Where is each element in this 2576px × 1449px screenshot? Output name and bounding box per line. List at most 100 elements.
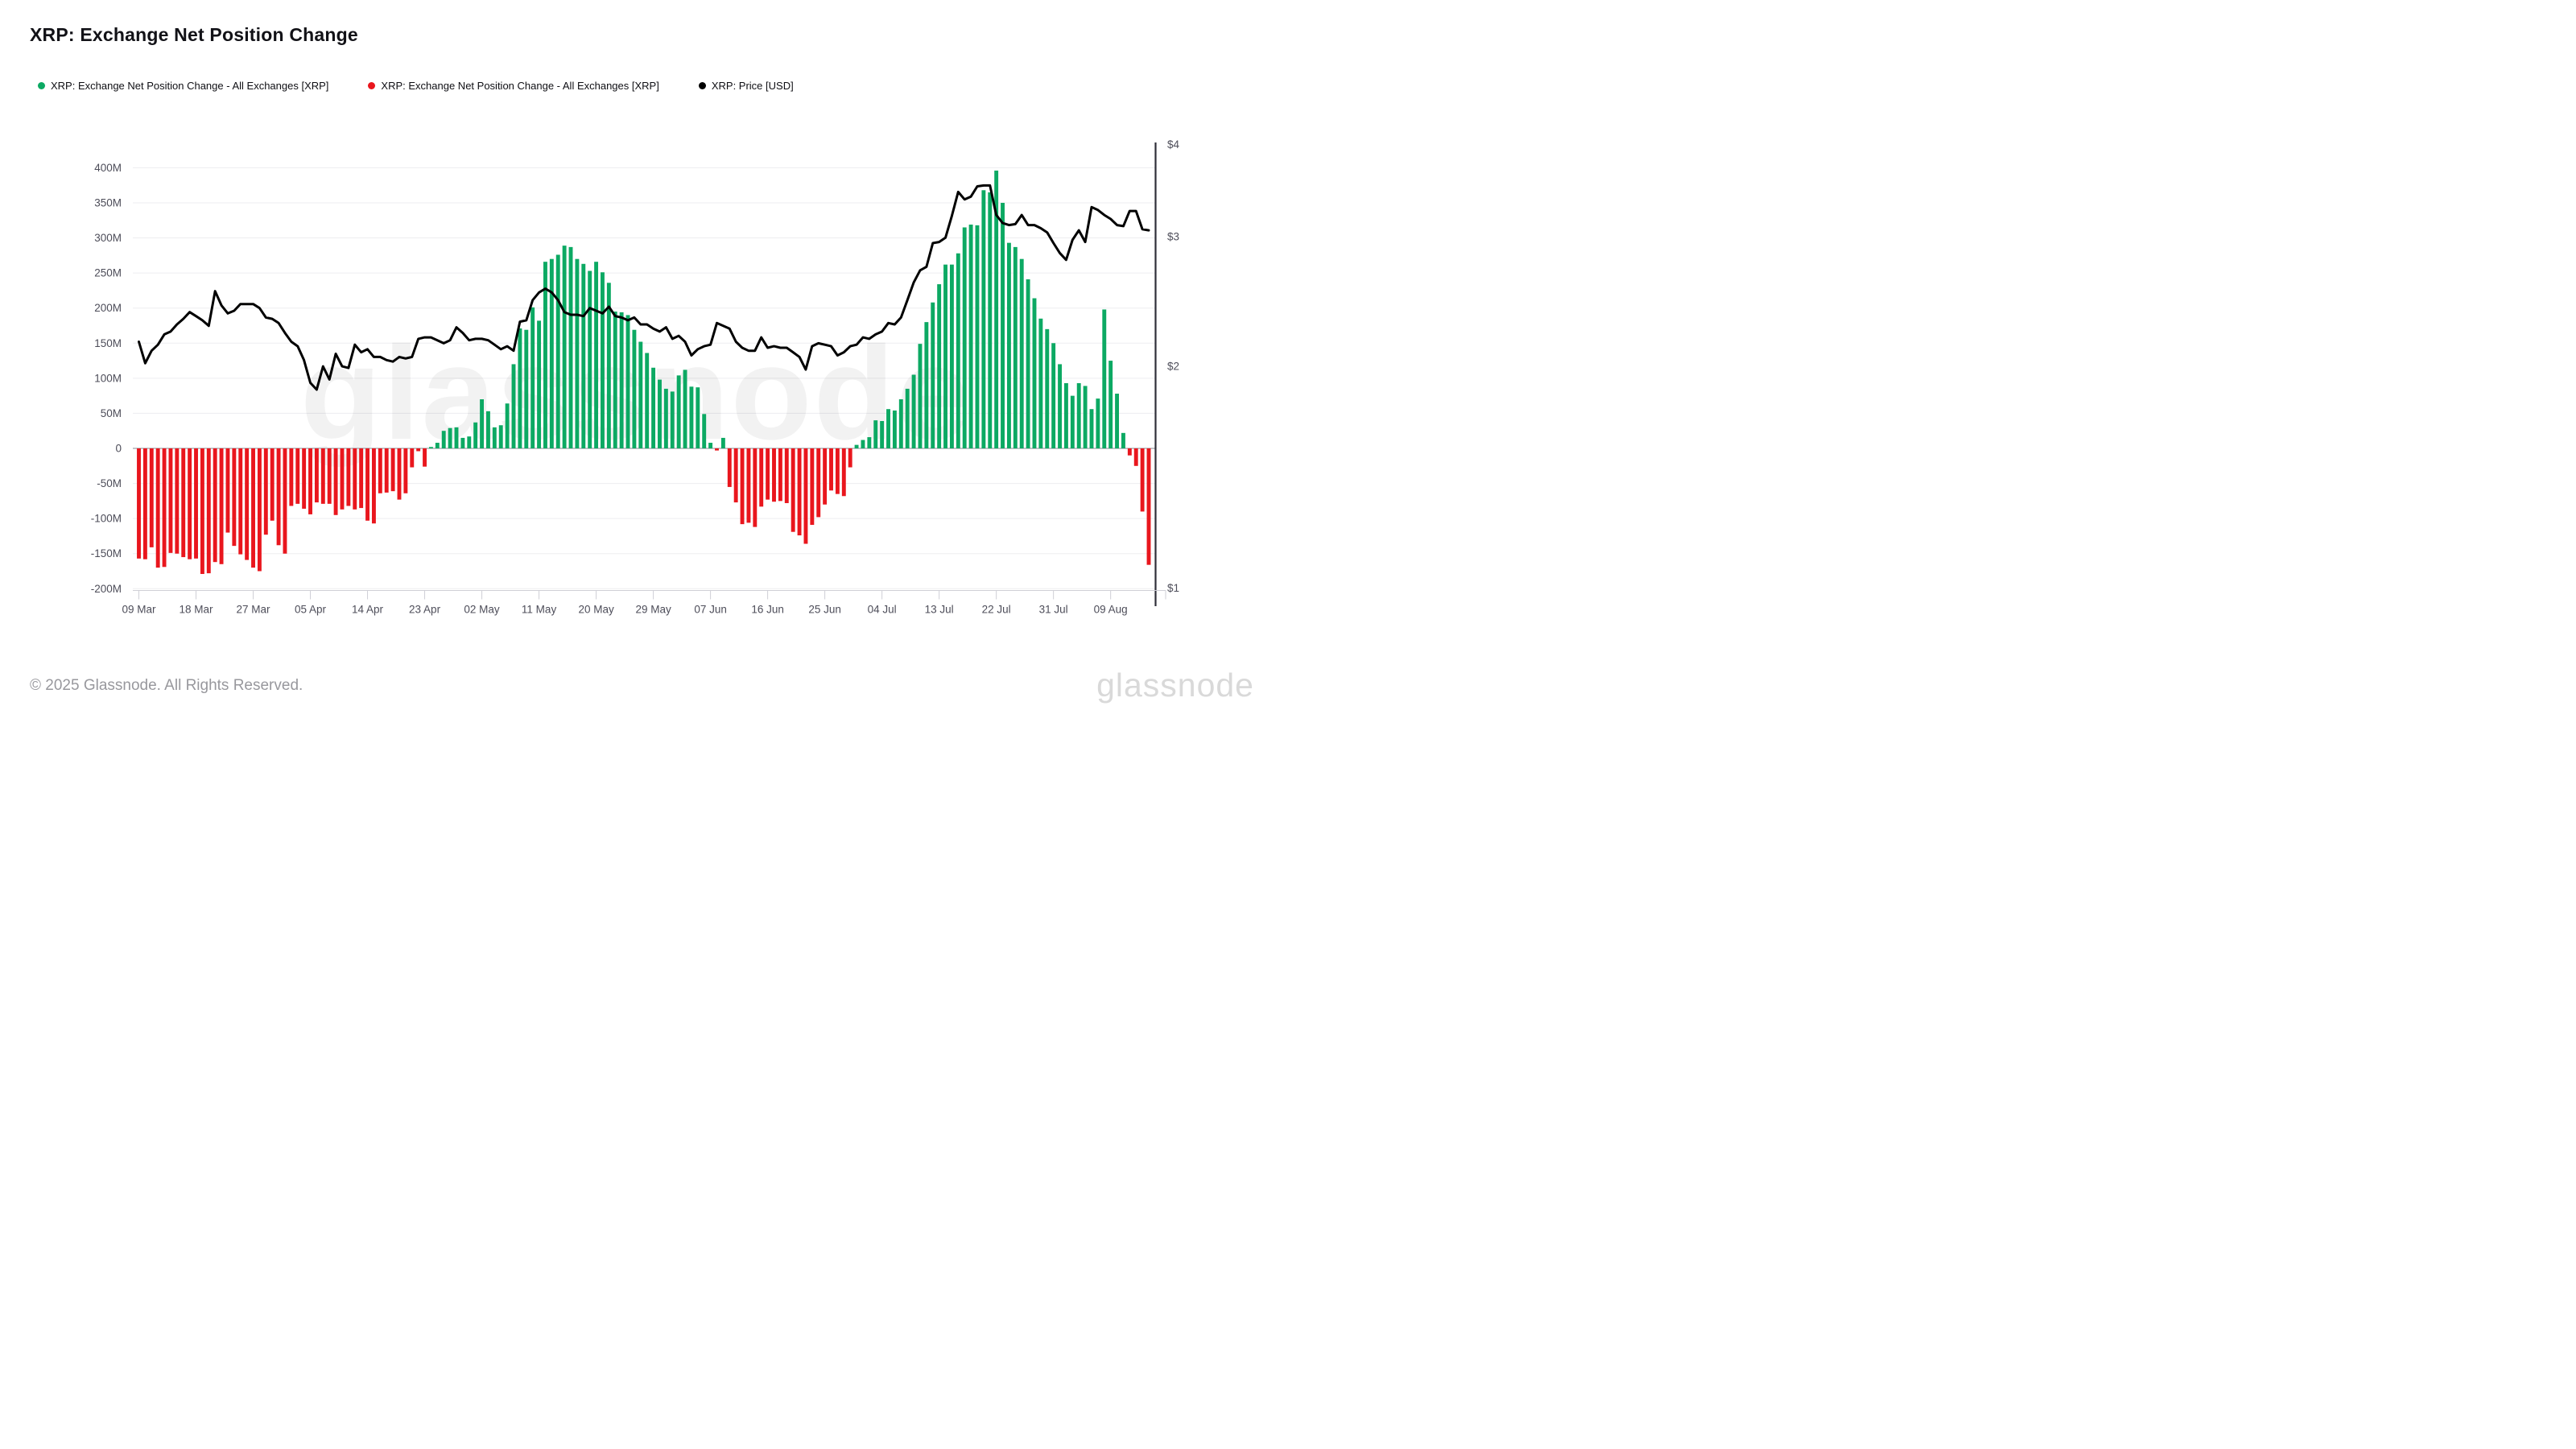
x-axis-label: 05 Apr (295, 604, 327, 616)
bar (658, 379, 662, 448)
bar (949, 264, 954, 448)
bar (962, 227, 967, 448)
bar (676, 375, 681, 448)
bar (390, 448, 395, 492)
bar (251, 448, 255, 568)
bar (498, 425, 503, 448)
bar (803, 448, 808, 544)
bar (1096, 398, 1100, 448)
bar (911, 374, 916, 448)
bar (410, 448, 415, 468)
bar (791, 448, 795, 532)
bar (555, 254, 560, 448)
bar (931, 302, 935, 448)
bar (245, 448, 250, 560)
bar (1133, 448, 1138, 466)
bar (416, 448, 421, 452)
chart-canvas[interactable]: glassnode $4 $3 $2 $1 400M 350M 300M 250M 200M 150… (0, 0, 1288, 724)
bar (1108, 361, 1113, 448)
y-axis-label: -50M (97, 477, 122, 489)
bar (194, 448, 198, 559)
bar (225, 448, 230, 533)
bar (492, 427, 497, 448)
bar (448, 427, 452, 448)
bar (1045, 328, 1050, 448)
bar (778, 448, 782, 502)
bar (981, 190, 986, 448)
bar (1083, 386, 1088, 448)
bar (994, 170, 999, 449)
bar (1102, 309, 1107, 448)
bar (206, 448, 211, 574)
bar (435, 443, 440, 448)
bar (759, 448, 764, 507)
y-axis-label: -200M (91, 583, 122, 595)
bar (397, 448, 402, 500)
bar (619, 312, 624, 448)
bar (715, 448, 719, 451)
x-axis-label: 16 Jun (751, 604, 784, 616)
y-axis-label: 250M (94, 267, 122, 279)
bar (467, 436, 472, 448)
y-axis-label: 100M (94, 372, 122, 384)
bar (867, 437, 872, 448)
bar (428, 447, 433, 448)
bar (232, 448, 237, 547)
x-axis-label: 20 May (578, 604, 614, 616)
bar (568, 246, 573, 448)
bar (238, 448, 243, 555)
bar (549, 258, 554, 448)
y-axis-label: -150M (91, 547, 122, 559)
bar (302, 448, 307, 509)
y-axis-label: 400M (94, 162, 122, 174)
bar (670, 391, 675, 448)
bar (645, 353, 650, 448)
bar (219, 448, 224, 564)
bar (937, 284, 942, 448)
bar (625, 315, 630, 448)
bar (308, 448, 312, 514)
bar (518, 328, 522, 448)
bar (816, 448, 821, 518)
bar (384, 448, 389, 493)
price-axis-label: $4 (1167, 138, 1180, 151)
bar (772, 448, 776, 502)
y-axis-label: 50M (101, 407, 122, 419)
bar (327, 448, 332, 504)
circle-icon (368, 82, 376, 89)
price-line (138, 184, 1150, 391)
page-title: XRP: Exchange Net Position Change (30, 24, 358, 45)
y-axis-label: 300M (94, 232, 122, 244)
bar (613, 312, 617, 448)
x-axis-label: 23 Apr (409, 604, 441, 616)
x-axis-label: 18 Mar (179, 604, 213, 616)
price-axis-label: $3 (1167, 230, 1179, 242)
y-axis-label: 150M (94, 337, 122, 349)
glassnode-logo: glassnode (1096, 667, 1254, 704)
bar (276, 448, 281, 546)
x-axis-label: 25 Jun (808, 604, 841, 616)
bar (1001, 202, 1005, 448)
legend-item-0: XRP: Exchange Net Position Change - All … (38, 80, 328, 92)
bar (784, 448, 789, 503)
price-axis-label: $1 (1167, 582, 1179, 594)
bar (530, 307, 535, 448)
bar (1127, 448, 1132, 456)
bar (581, 263, 586, 448)
bar (346, 448, 351, 506)
bar (956, 253, 960, 448)
bar (968, 224, 973, 448)
bar (137, 448, 141, 559)
bar (1115, 394, 1120, 448)
bar (263, 448, 268, 535)
bar (353, 448, 357, 510)
bar (854, 444, 859, 448)
x-axis-label: 22 Jul (982, 604, 1011, 616)
bar (753, 448, 758, 527)
bar (1038, 318, 1043, 448)
bar (1026, 279, 1030, 448)
price-axis-label: $2 (1167, 361, 1179, 373)
x-axis-label: 07 Jun (694, 604, 727, 616)
legend: XRP: Exchange Net Position Change - All … (38, 80, 833, 92)
bar (1019, 258, 1024, 448)
